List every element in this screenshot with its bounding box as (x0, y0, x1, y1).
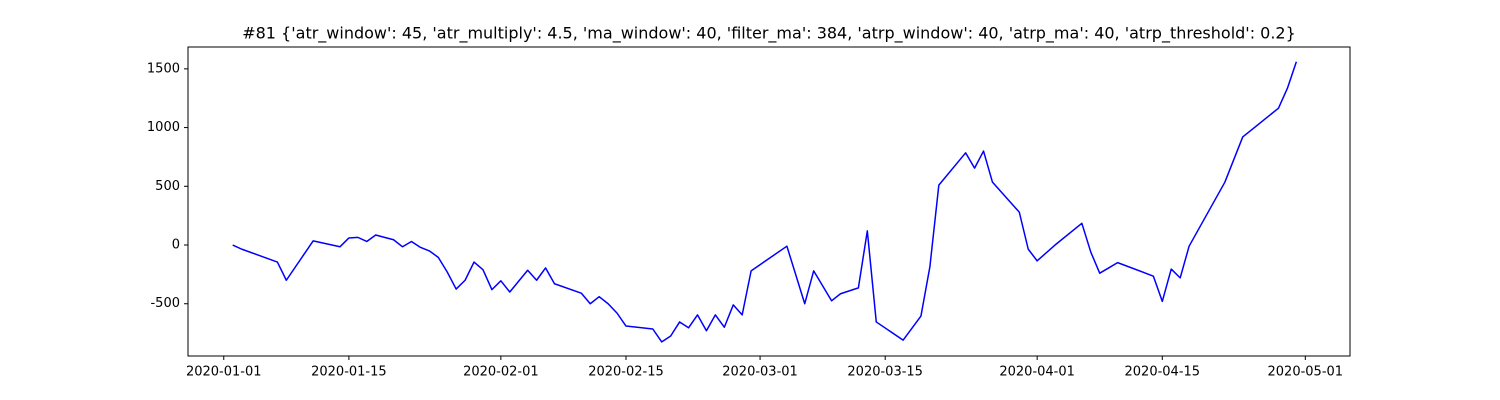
y-tick-label: 0 (172, 238, 180, 253)
chart-title: #81 {'atr_window': 45, 'atr_multiply': 4… (242, 24, 1296, 44)
y-tick-label: 1000 (147, 120, 180, 135)
line (232, 61, 1298, 343)
y-tick-label: 500 (155, 179, 180, 194)
x-tick-label: 2020-03-01 (722, 365, 798, 380)
x-tick-label: 2020-04-01 (999, 365, 1075, 380)
x-tick-label: 2020-01-15 (311, 365, 387, 380)
x-tick-label: 2020-03-15 (847, 365, 923, 380)
plot-frame (187, 46, 1351, 357)
y-tick-label: -500 (150, 296, 180, 311)
x-tick-label: 2020-01-01 (186, 365, 262, 380)
x-tick-label: 2020-02-01 (463, 365, 539, 380)
x-tick-label: 2020-02-15 (588, 365, 664, 380)
x-tick-label: 2020-05-01 (1268, 365, 1344, 380)
x-tick-label: 2020-04-15 (1125, 365, 1201, 380)
y-tick-label: 1500 (147, 61, 180, 76)
